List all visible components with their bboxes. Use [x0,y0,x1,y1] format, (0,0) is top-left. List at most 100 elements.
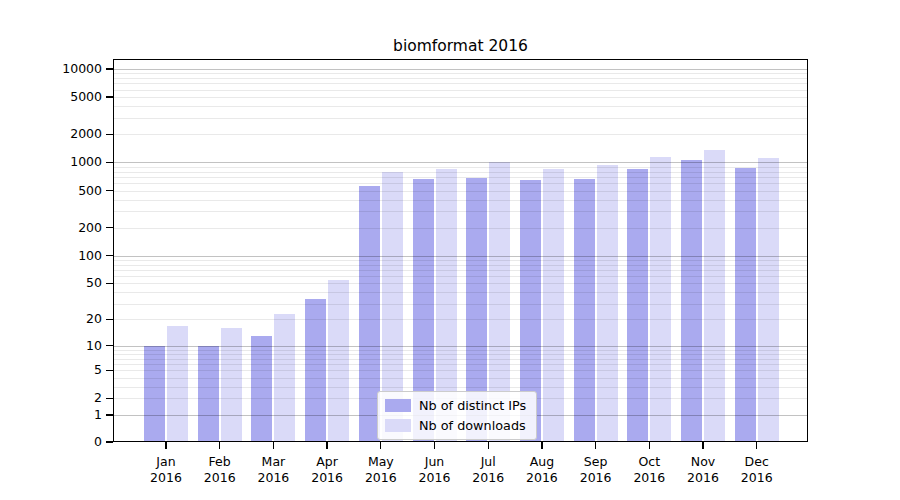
minor-gridline [113,172,808,173]
minor-gridline [113,387,808,388]
major-gridline [113,69,808,70]
x-tick-mark [219,442,220,449]
x-tick-year: 2016 [297,470,357,486]
y-tick-label: 100 [42,249,102,263]
minor-gridline [113,118,808,119]
x-tick-year: 2016 [405,470,465,486]
minor-gridline [113,354,808,355]
legend-swatch [385,399,411,412]
minor-gridline [113,211,808,212]
y-tick-mark [106,68,113,69]
y-tick-label: 2000 [42,127,102,141]
y-tick-label: 1000 [42,155,102,169]
y-tick-label: 50 [42,276,102,290]
minor-gridline [113,359,808,360]
y-tick-label: 500 [42,184,102,198]
minor-gridline [113,183,808,184]
x-tick-label: Apr2016 [297,454,357,485]
major-gridline [113,162,808,163]
x-tick-label: Sep2016 [566,454,626,485]
minor-gridline [113,177,808,178]
bar-distinct-ips [735,168,756,442]
plot-area [113,59,808,442]
chart-title: biomformat 2016 [113,37,808,55]
x-tick-label: Feb2016 [190,454,250,485]
y-tick-mark [106,345,113,346]
minor-gridline [113,167,808,168]
minor-gridline [113,276,808,277]
y-tick-mark [106,227,113,228]
y-tick-mark [106,134,113,135]
x-tick-mark [380,442,381,449]
bar-distinct-ips [198,346,219,442]
y-tick-mark [106,190,113,191]
x-tick-month: Aug [512,454,572,470]
minor-gridline [113,90,808,91]
legend-swatch [385,419,411,432]
x-tick-year: 2016 [727,470,787,486]
x-tick-year: 2016 [512,470,572,486]
y-tick-mark [106,255,113,256]
x-tick-year: 2016 [136,470,196,486]
x-tick-year: 2016 [566,470,626,486]
x-tick-month: Apr [297,454,357,470]
x-tick-mark [541,442,542,449]
y-tick-label: 2 [42,391,102,405]
y-tick-mark [106,319,113,320]
y-tick-label: 5 [42,363,102,377]
legend-label: Nb of downloads [419,418,526,433]
y-tick-mark [106,414,113,415]
minor-gridline [113,292,808,293]
y-tick-mark [106,283,113,284]
y-tick-mark [106,370,113,371]
bar-downloads [167,326,188,442]
x-tick-label: Aug2016 [512,454,572,485]
x-tick-month: Jul [458,454,518,470]
x-tick-year: 2016 [190,470,250,486]
x-tick-month: May [351,454,411,470]
x-tick-label: Jun2016 [405,454,465,485]
x-tick-label: Mar2016 [243,454,303,485]
x-tick-mark [756,442,757,449]
major-gridline [113,346,808,347]
x-tick-mark [488,442,489,449]
bar-downloads [758,158,779,442]
x-tick-label: Jan2016 [136,454,196,485]
legend-item: Nb of downloads [385,418,526,433]
minor-gridline [113,304,808,305]
x-tick-year: 2016 [351,470,411,486]
x-tick-month: Mar [243,454,303,470]
minor-gridline [113,106,808,107]
y-tick-label: 1 [42,408,102,422]
x-tick-label: Oct2016 [619,454,679,485]
x-tick-month: Jan [136,454,196,470]
x-tick-month: Feb [190,454,250,470]
major-gridline [113,256,808,257]
minor-gridline [113,378,808,379]
x-tick-year: 2016 [458,470,518,486]
x-tick-month: Dec [727,454,787,470]
y-tick-label: 10000 [42,62,102,76]
y-tick-label: 5000 [42,90,102,104]
x-tick-label: Dec2016 [727,454,787,485]
minor-gridline [113,270,808,271]
legend-label: Nb of distinct IPs [419,398,526,413]
bar-distinct-ips [251,336,272,442]
x-tick-label: Jul2016 [458,454,518,485]
x-tick-month: Oct [619,454,679,470]
minor-gridline [113,200,808,201]
minor-gridline [113,83,808,84]
bar-downloads [543,169,564,442]
y-tick-mark [106,162,113,163]
minor-gridline [113,319,808,320]
y-tick-mark [106,398,113,399]
x-tick-mark [165,442,166,449]
legend-item: Nb of distinct IPs [385,398,526,413]
x-tick-mark [595,442,596,449]
x-tick-label: Nov2016 [673,454,733,485]
minor-gridline [113,364,808,365]
bar-distinct-ips [144,346,165,442]
minor-gridline [113,370,808,371]
x-tick-month: Jun [405,454,465,470]
x-tick-year: 2016 [243,470,303,486]
